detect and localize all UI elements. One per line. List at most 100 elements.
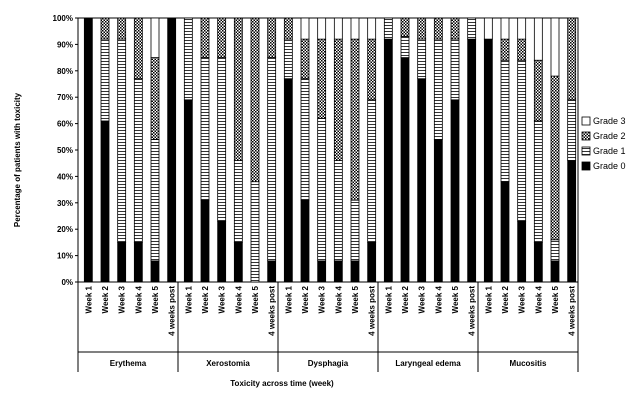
bar-segment-grade-2 bbox=[500, 38, 510, 61]
bar-segment-grade-0 bbox=[533, 241, 543, 283]
bar-segment-grade-2 bbox=[350, 38, 360, 201]
bar-segment-grade-2 bbox=[450, 17, 460, 40]
y-tick-label: 80% bbox=[57, 67, 73, 76]
bar-segment-grade-3 bbox=[317, 17, 327, 40]
legend-swatch bbox=[581, 146, 591, 156]
bar-segment-grade-2 bbox=[533, 59, 543, 122]
x-tick-label: Week 4 bbox=[134, 285, 143, 313]
x-tick-label: Week 4 bbox=[534, 285, 543, 313]
bar-segment-grade-0 bbox=[200, 199, 210, 283]
bar-segment-grade-1 bbox=[133, 78, 143, 243]
bar-segment-grade-2 bbox=[317, 38, 327, 119]
bar-segment-grade-0 bbox=[333, 260, 343, 283]
x-axis: Week 1 Week 2 Week 3 Week 4 Week 5 4 weeks po… bbox=[77, 282, 579, 372]
legend-label: Grade 2 bbox=[593, 131, 626, 141]
bar-segment-grade-2 bbox=[550, 75, 560, 241]
x-axis-label: Toxicity across time (week) bbox=[230, 379, 334, 388]
legend-swatch bbox=[581, 161, 591, 171]
bar-segment-grade-2 bbox=[150, 57, 160, 140]
legend: Grade 3 Grade 2 Grade 1 Grade 0 bbox=[581, 116, 626, 171]
bar-segment-grade-2 bbox=[433, 17, 443, 40]
bar-segment-grade-3 bbox=[500, 17, 510, 40]
bar-segment-grade-3 bbox=[333, 17, 343, 40]
x-tick-label: Week 1 bbox=[484, 285, 493, 313]
bar-segment-grade-2 bbox=[233, 17, 243, 161]
legend-label: Grade 1 bbox=[593, 146, 626, 156]
bar-segment-grade-1 bbox=[317, 117, 327, 262]
bar-segment-grade-3 bbox=[150, 17, 160, 58]
bar-segment-grade-1 bbox=[350, 199, 360, 262]
bar-segment-grade-1 bbox=[267, 57, 277, 262]
bar-segment-grade-1 bbox=[533, 120, 543, 243]
x-tick-label: 4 weeks post bbox=[468, 286, 477, 336]
bar-segment-grade-1 bbox=[300, 78, 310, 201]
x-tick-label: Week 2 bbox=[301, 285, 310, 313]
bar-segment-grade-0 bbox=[350, 260, 360, 283]
x-tick-label: Week 1 bbox=[384, 285, 393, 313]
bar-segment-grade-1 bbox=[200, 57, 210, 201]
x-tick-label: 4 weeks post bbox=[168, 286, 177, 336]
bar-segment-grade-1 bbox=[250, 181, 260, 283]
y-tick-label: 20% bbox=[57, 225, 73, 234]
bar-segment-grade-0 bbox=[183, 99, 193, 283]
bar-segment-grade-1 bbox=[383, 17, 393, 40]
x-tick-label: Week 4 bbox=[434, 285, 443, 313]
bar-segment-grade-3 bbox=[300, 17, 310, 40]
bar-segment-grade-1 bbox=[183, 17, 193, 101]
group-label: Erythema bbox=[110, 359, 147, 368]
legend-swatch bbox=[581, 131, 591, 141]
bar-segment-grade-2 bbox=[367, 38, 377, 101]
bar-segment-grade-1 bbox=[567, 99, 577, 161]
bar-segment-grade-2 bbox=[283, 17, 293, 40]
bar-segment-grade-3 bbox=[517, 17, 527, 40]
bar-segment-grade-2 bbox=[117, 17, 127, 40]
bar-segment-grade-1 bbox=[100, 38, 110, 122]
x-tick-label: Week 1 bbox=[84, 285, 93, 313]
y-tick-label: 40% bbox=[57, 172, 73, 181]
bar-segment-grade-0 bbox=[417, 78, 427, 283]
x-tick-label: Week 3 bbox=[118, 285, 127, 313]
x-tick-label: Week 1 bbox=[284, 285, 293, 313]
bar-segment-grade-1 bbox=[283, 38, 293, 80]
x-tick-label: Week 4 bbox=[234, 285, 243, 313]
bar-segment-grade-1 bbox=[233, 160, 243, 243]
x-tick-label: 4 weeks post bbox=[268, 286, 277, 336]
bar-segment-grade-0 bbox=[117, 241, 127, 283]
y-tick-label: 100% bbox=[53, 14, 73, 23]
bar-segment-grade-0 bbox=[400, 57, 410, 283]
bar-segment-grade-0 bbox=[83, 17, 93, 283]
bar-segment-grade-0 bbox=[467, 38, 477, 283]
bar-segment-grade-1 bbox=[150, 139, 160, 262]
bar-segment-grade-0 bbox=[150, 260, 160, 283]
y-tick-label: 30% bbox=[57, 199, 73, 208]
bar-segment-grade-0 bbox=[233, 241, 243, 283]
bar-segment-grade-1 bbox=[333, 160, 343, 262]
bar-segment-grade-0 bbox=[267, 260, 277, 283]
y-tick-label: 0% bbox=[61, 278, 73, 287]
x-tick-label: Week 5 bbox=[551, 285, 560, 313]
plot-area bbox=[77, 17, 579, 283]
bar-segment-grade-3 bbox=[533, 17, 543, 61]
bar-segment-grade-1 bbox=[417, 38, 427, 80]
bar-segment-grade-0 bbox=[317, 260, 327, 283]
bar-segment-grade-0 bbox=[517, 220, 527, 283]
legend-swatch bbox=[581, 116, 591, 126]
bar-segment-grade-2 bbox=[300, 38, 310, 80]
bar-segment-grade-3 bbox=[367, 17, 377, 40]
bar-segment-grade-2 bbox=[517, 38, 527, 61]
x-tick-label: Week 5 bbox=[151, 285, 160, 313]
bar-segment-grade-1 bbox=[367, 99, 377, 243]
bar-segment-grade-3 bbox=[483, 17, 493, 40]
y-tick-label: 50% bbox=[57, 146, 73, 155]
legend-label: Grade 3 bbox=[593, 116, 626, 126]
bar-segment-grade-2 bbox=[400, 17, 410, 37]
bar-segment-grade-1 bbox=[450, 38, 460, 101]
x-tick-label: Week 3 bbox=[218, 285, 227, 313]
x-tick-label: Week 3 bbox=[518, 285, 527, 313]
bar-segment-grade-0 bbox=[450, 99, 460, 283]
bar-segment-grade-0 bbox=[300, 199, 310, 283]
bar-segment-grade-2 bbox=[417, 17, 427, 40]
bar-segment-grade-3 bbox=[350, 17, 360, 40]
x-tick-label: Week 2 bbox=[201, 285, 210, 313]
x-tick-label: Week 5 bbox=[351, 285, 360, 313]
